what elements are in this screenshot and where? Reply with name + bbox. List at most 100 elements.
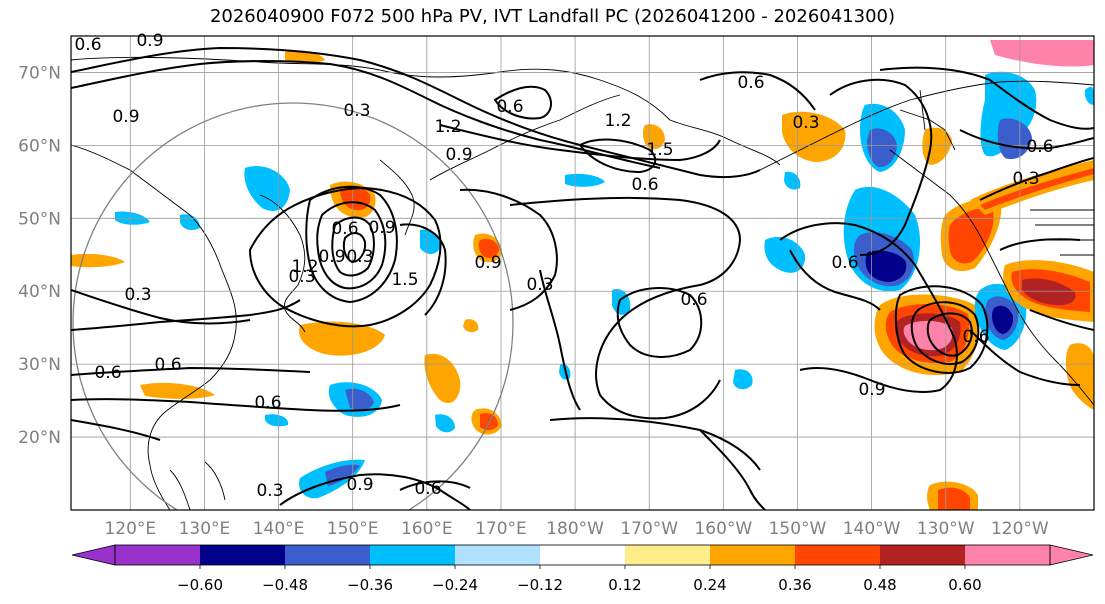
colorbar-tick-label: 0.36 bbox=[778, 576, 811, 594]
contour-label: 0.9 bbox=[858, 380, 885, 400]
lon-label: 180°W bbox=[546, 519, 604, 539]
colorbar-swatch bbox=[455, 545, 541, 565]
ivt-positive-blob bbox=[140, 382, 215, 399]
ivt-negative-blob bbox=[565, 173, 605, 187]
ivt-positive-blob bbox=[424, 353, 461, 404]
ivt-positive-blob bbox=[478, 238, 499, 258]
ivt-negative-blob bbox=[997, 118, 1032, 160]
latitude-labels: 20°N 30°N 40°N 50°N 60°N 70°N bbox=[18, 63, 61, 448]
contour-label: 1.2 bbox=[604, 111, 631, 131]
ivt-negative-blob bbox=[345, 388, 374, 410]
ivt-positive-blob bbox=[990, 40, 1094, 67]
colorbar-tick-label: 0.60 bbox=[948, 576, 981, 594]
ivt-negative-blob bbox=[992, 305, 1014, 334]
ivt-negative-blob bbox=[764, 236, 806, 273]
graticule bbox=[71, 36, 1094, 510]
colorbar-tick-label: −0.60 bbox=[177, 576, 223, 594]
colorbar-tick-label: −0.12 bbox=[517, 576, 563, 594]
colorbar-swatch bbox=[965, 545, 1051, 565]
contour-label: 0.9 bbox=[474, 253, 501, 273]
contour-label: 0.6 bbox=[414, 479, 441, 499]
contour-label: 1.5 bbox=[391, 270, 418, 290]
contour-label: 1.2 bbox=[291, 257, 318, 277]
colorbar-tick-label: 0.12 bbox=[608, 576, 641, 594]
colorbar-swatch bbox=[540, 545, 626, 565]
contour-label: 0.6 bbox=[1026, 137, 1053, 157]
lat-label: 70°N bbox=[18, 63, 61, 83]
coastlines bbox=[71, 56, 1094, 510]
colorbar-extend-max bbox=[1049, 544, 1094, 566]
contour-label: 0.3 bbox=[346, 247, 373, 267]
ivt-positive-blob bbox=[1065, 343, 1094, 410]
lon-label: 130°E bbox=[179, 519, 231, 539]
lon-label: 160°E bbox=[401, 519, 453, 539]
colorbar-tick-label: −0.48 bbox=[262, 576, 308, 594]
pv-contours bbox=[71, 46, 1094, 510]
colorbar-swatch bbox=[370, 545, 456, 565]
contour-label: 0.3 bbox=[526, 275, 553, 295]
lon-label: 150°E bbox=[327, 519, 379, 539]
contour-label: 0.3 bbox=[124, 285, 151, 305]
ivt-positive-blob bbox=[299, 321, 385, 356]
contour-label: 1.2 bbox=[434, 117, 461, 137]
lat-label: 20°N bbox=[18, 428, 61, 448]
lat-label: 60°N bbox=[18, 136, 61, 156]
contour-label: 0.6 bbox=[331, 219, 358, 239]
colorbar-outline bbox=[114, 544, 1051, 566]
lon-label: 170°W bbox=[620, 519, 678, 539]
contour-label: 0.9 bbox=[112, 107, 139, 127]
lon-label: 150°W bbox=[769, 519, 827, 539]
contour-label: 0.6 bbox=[496, 97, 523, 117]
contour-label: 0.9 bbox=[346, 475, 373, 495]
ivt-negative-blob bbox=[865, 250, 907, 282]
lat-label: 50°N bbox=[18, 209, 61, 229]
contour-label: 1.5 bbox=[646, 140, 673, 160]
lat-label: 30°N bbox=[18, 355, 61, 375]
lon-label: 130°W bbox=[917, 519, 975, 539]
ivt-positive-blob bbox=[948, 208, 994, 264]
contour-label: 0.6 bbox=[154, 355, 181, 375]
figure-title: 2026040900 F072 500 hPa PV, IVT Landfall… bbox=[209, 6, 896, 27]
ivt-negative-blob bbox=[420, 229, 440, 254]
ivt-positive-blob bbox=[71, 253, 125, 268]
contour-label: 0.3 bbox=[288, 267, 315, 287]
contour-label: 0.9 bbox=[368, 218, 395, 238]
ivt-negative-blob bbox=[265, 414, 289, 427]
ivt-positive-blob bbox=[463, 319, 479, 333]
contour-label: 0.3 bbox=[792, 113, 819, 133]
colorbar-swatch bbox=[115, 545, 201, 565]
lon-label: 170°E bbox=[475, 519, 527, 539]
lon-label: 160°W bbox=[694, 519, 752, 539]
colorbar-swatch bbox=[625, 545, 711, 565]
contour-label: 0.6 bbox=[831, 253, 858, 273]
lon-label: 140°E bbox=[253, 519, 305, 539]
colorbar-swatch bbox=[285, 545, 371, 565]
longitude-labels: 120°E 130°E 140°E 150°E 160°E 170°E 180°W 170°W… bbox=[104, 519, 1048, 539]
map-frame bbox=[70, 35, 1095, 511]
contour-label: 0.9 bbox=[136, 31, 163, 51]
contour-label: 0.6 bbox=[680, 290, 707, 310]
lat-label: 40°N bbox=[18, 282, 61, 302]
contour-label: 0.3 bbox=[1012, 169, 1039, 189]
contour-label: 0.3 bbox=[343, 101, 370, 121]
colorbar-swatch bbox=[710, 545, 796, 565]
ivt-negative-blob bbox=[980, 71, 1037, 157]
contour-label: 0.6 bbox=[737, 73, 764, 93]
lon-label: 120°E bbox=[104, 519, 156, 539]
colorbar-tick-label: 0.24 bbox=[693, 576, 726, 594]
ivt-negative-blob bbox=[784, 171, 801, 190]
colorbar-tick-label: −0.36 bbox=[347, 576, 393, 594]
ivt-positive-blob bbox=[980, 168, 1094, 210]
ivt-negative-blob bbox=[244, 166, 290, 211]
colorbar-tick-label: −0.24 bbox=[432, 576, 478, 594]
contour-label: 0.6 bbox=[631, 175, 658, 195]
contour-label: 0.9 bbox=[318, 247, 345, 267]
colorbar: −0.60 −0.48 −0.36 −0.24 −0.12 0.12 0.24 0.36 0.4… bbox=[71, 544, 1094, 594]
colorbar-swatch bbox=[880, 545, 966, 565]
contour-label: 0.6 bbox=[254, 393, 281, 413]
contour-label: 0.6 bbox=[74, 35, 101, 55]
lon-label: 140°W bbox=[843, 519, 901, 539]
ivt-negative-blob bbox=[733, 369, 753, 390]
ivt-positive-blob bbox=[922, 127, 952, 165]
